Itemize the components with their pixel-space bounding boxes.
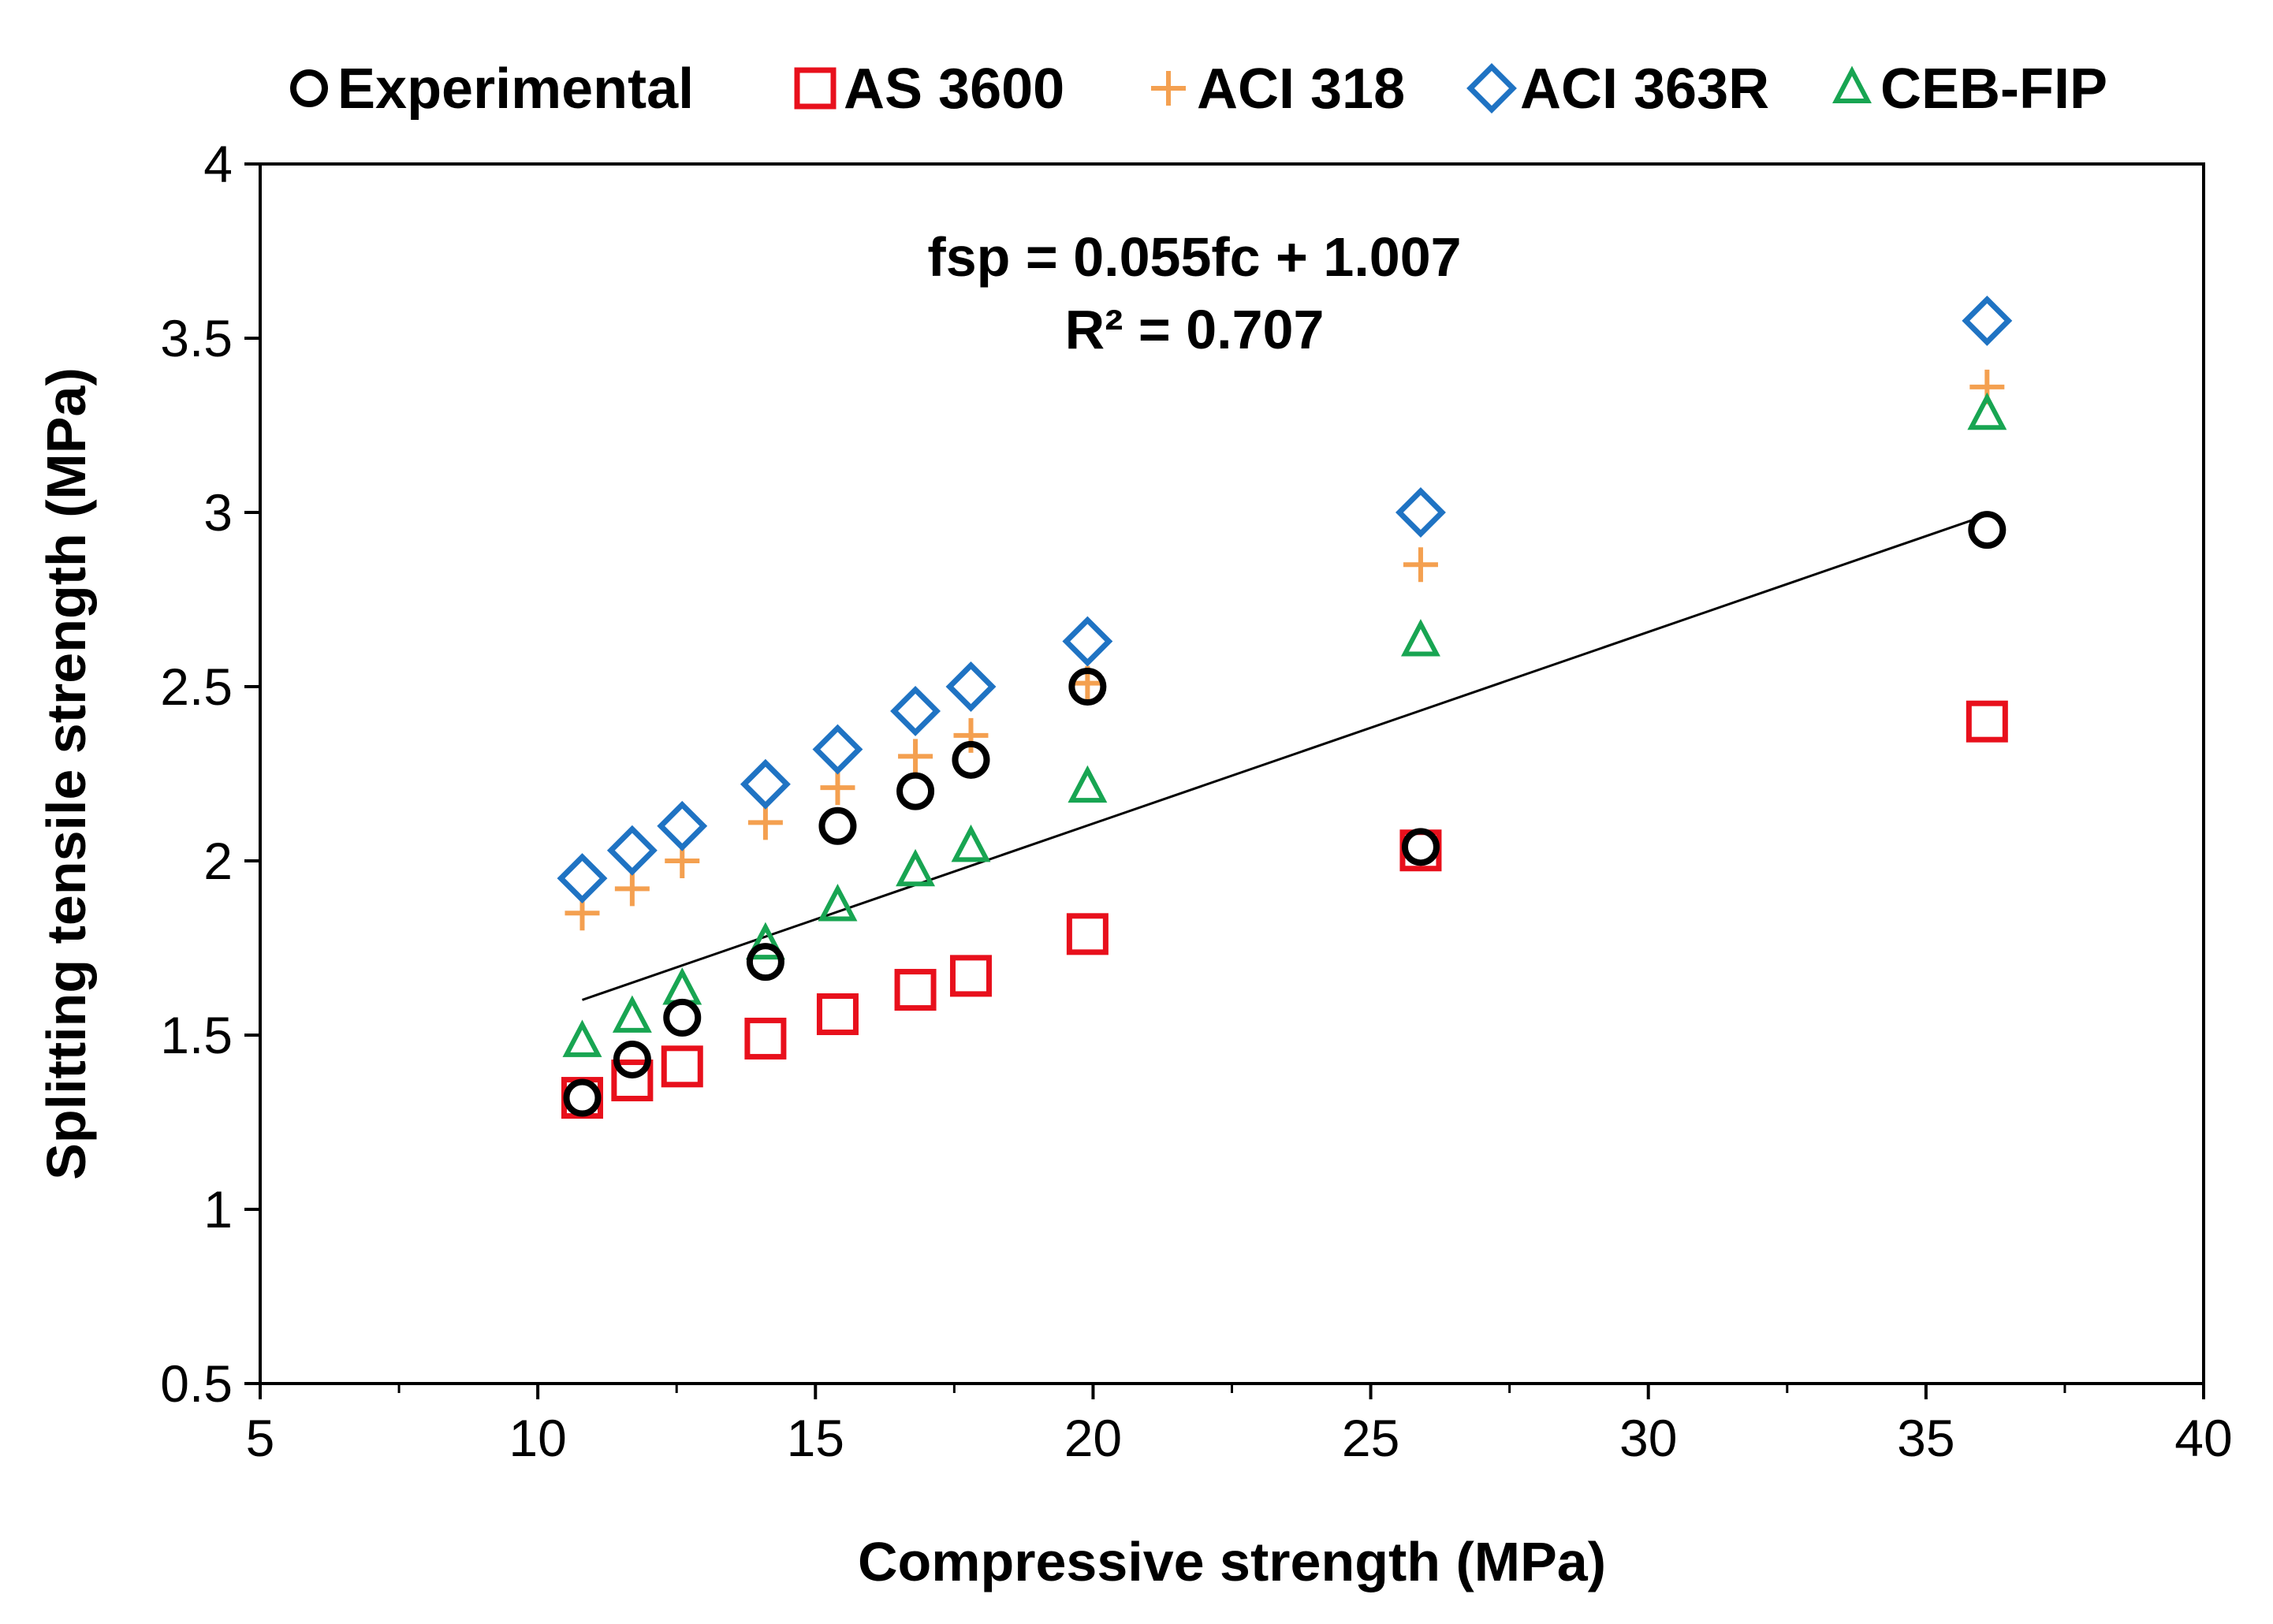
data-point	[562, 1019, 602, 1057]
data-point	[945, 661, 997, 712]
data-point	[820, 770, 855, 806]
y-tick-label: 2	[203, 832, 233, 890]
data-point	[896, 848, 936, 887]
y-tick-label: 3.5	[160, 309, 233, 367]
trendline	[581, 513, 1988, 1001]
data-point	[896, 772, 935, 810]
data-point	[563, 1078, 602, 1117]
data-point	[662, 967, 702, 1005]
x-tick-label: 15	[787, 1409, 844, 1467]
y-tick-label: 0.5	[160, 1354, 233, 1413]
data-point	[1400, 619, 1440, 657]
data-point	[606, 825, 658, 876]
data-point	[1066, 913, 1109, 955]
legend-label: ACI 318	[1197, 58, 1405, 121]
x-tick-label: 5	[246, 1409, 275, 1467]
legend-item: Experimental	[290, 58, 694, 121]
trendline-equation: fsp = 0.055fc + 1.007	[927, 226, 1461, 288]
legend-marker	[1832, 65, 1872, 103]
data-point	[747, 805, 783, 840]
legend-label: ACI 363R	[1520, 58, 1769, 121]
data-point	[557, 853, 608, 904]
x-axis-ticks: 5 10 15 20 25 30 35 40	[246, 1384, 2233, 1467]
data-point	[1403, 547, 1438, 583]
data-point	[746, 943, 784, 981]
y-axis-title: Splitting tensile strength (MPa)	[35, 367, 97, 1180]
legend: Experimental AS 3600 ACI 318 ACI 363R CEB-FI…	[290, 58, 2107, 121]
data-point	[952, 740, 990, 779]
data-point	[1068, 765, 1108, 803]
data-point	[816, 993, 859, 1035]
data-points	[557, 295, 2013, 1119]
data-point	[812, 724, 863, 775]
legend-marker	[794, 67, 837, 110]
data-point	[1062, 616, 1113, 667]
legend-marker	[1466, 63, 1517, 114]
data-point	[1068, 668, 1107, 706]
x-tick-label: 20	[1064, 1409, 1122, 1467]
legend-item: CEB-FIP	[1832, 58, 2107, 121]
data-point	[740, 758, 791, 810]
data-point	[661, 1045, 703, 1088]
x-tick-label: 10	[509, 1409, 566, 1467]
legend-item: ACI 363R	[1466, 58, 1769, 121]
data-point	[614, 871, 650, 907]
data-point	[611, 1059, 654, 1101]
data-point	[951, 824, 991, 862]
r-squared-label: R² = 0.707	[1065, 299, 1325, 360]
x-tick-label: 30	[1619, 1409, 1677, 1467]
data-point	[890, 685, 941, 736]
data-point	[898, 739, 933, 774]
y-tick-label: 4	[203, 135, 233, 193]
x-tick-label: 25	[1342, 1409, 1399, 1467]
data-point	[1401, 828, 1440, 866]
data-point	[1967, 392, 2007, 430]
data-point	[894, 969, 937, 1011]
data-point	[744, 1017, 787, 1060]
y-axis-ticks: 0.5 1 1.5 2 2.5 3 3.5 4	[160, 135, 260, 1413]
x-tick-label: 40	[2174, 1409, 2232, 1467]
data-point	[1962, 295, 2013, 346]
data-point	[613, 1040, 651, 1078]
legend-marker	[290, 69, 328, 107]
x-tick-label: 35	[1897, 1409, 1954, 1467]
data-point	[745, 922, 785, 960]
data-point	[1395, 487, 1446, 538]
data-point	[818, 806, 857, 845]
data-point	[949, 955, 992, 997]
legend-label: AS 3600	[844, 58, 1064, 121]
trendline-line	[581, 513, 1988, 1001]
legend-label: Experimental	[337, 58, 694, 121]
y-tick-label: 1.5	[160, 1006, 233, 1064]
data-point	[663, 998, 702, 1037]
legend-item: ACI 318	[1151, 58, 1405, 121]
y-tick-label: 3	[203, 483, 233, 542]
legend-label: CEB-FIP	[1880, 58, 2107, 121]
legend-marker	[1151, 71, 1186, 106]
data-point	[657, 800, 708, 851]
data-point	[612, 995, 652, 1033]
legend-item: AS 3600	[794, 58, 1064, 121]
y-tick-label: 2.5	[160, 657, 233, 716]
data-point	[1966, 700, 2008, 743]
data-point	[1968, 511, 2007, 549]
data-point	[818, 884, 858, 922]
y-tick-label: 1	[203, 1180, 233, 1238]
x-axis-title: Compressive strength (MPa)	[858, 1531, 1606, 1592]
